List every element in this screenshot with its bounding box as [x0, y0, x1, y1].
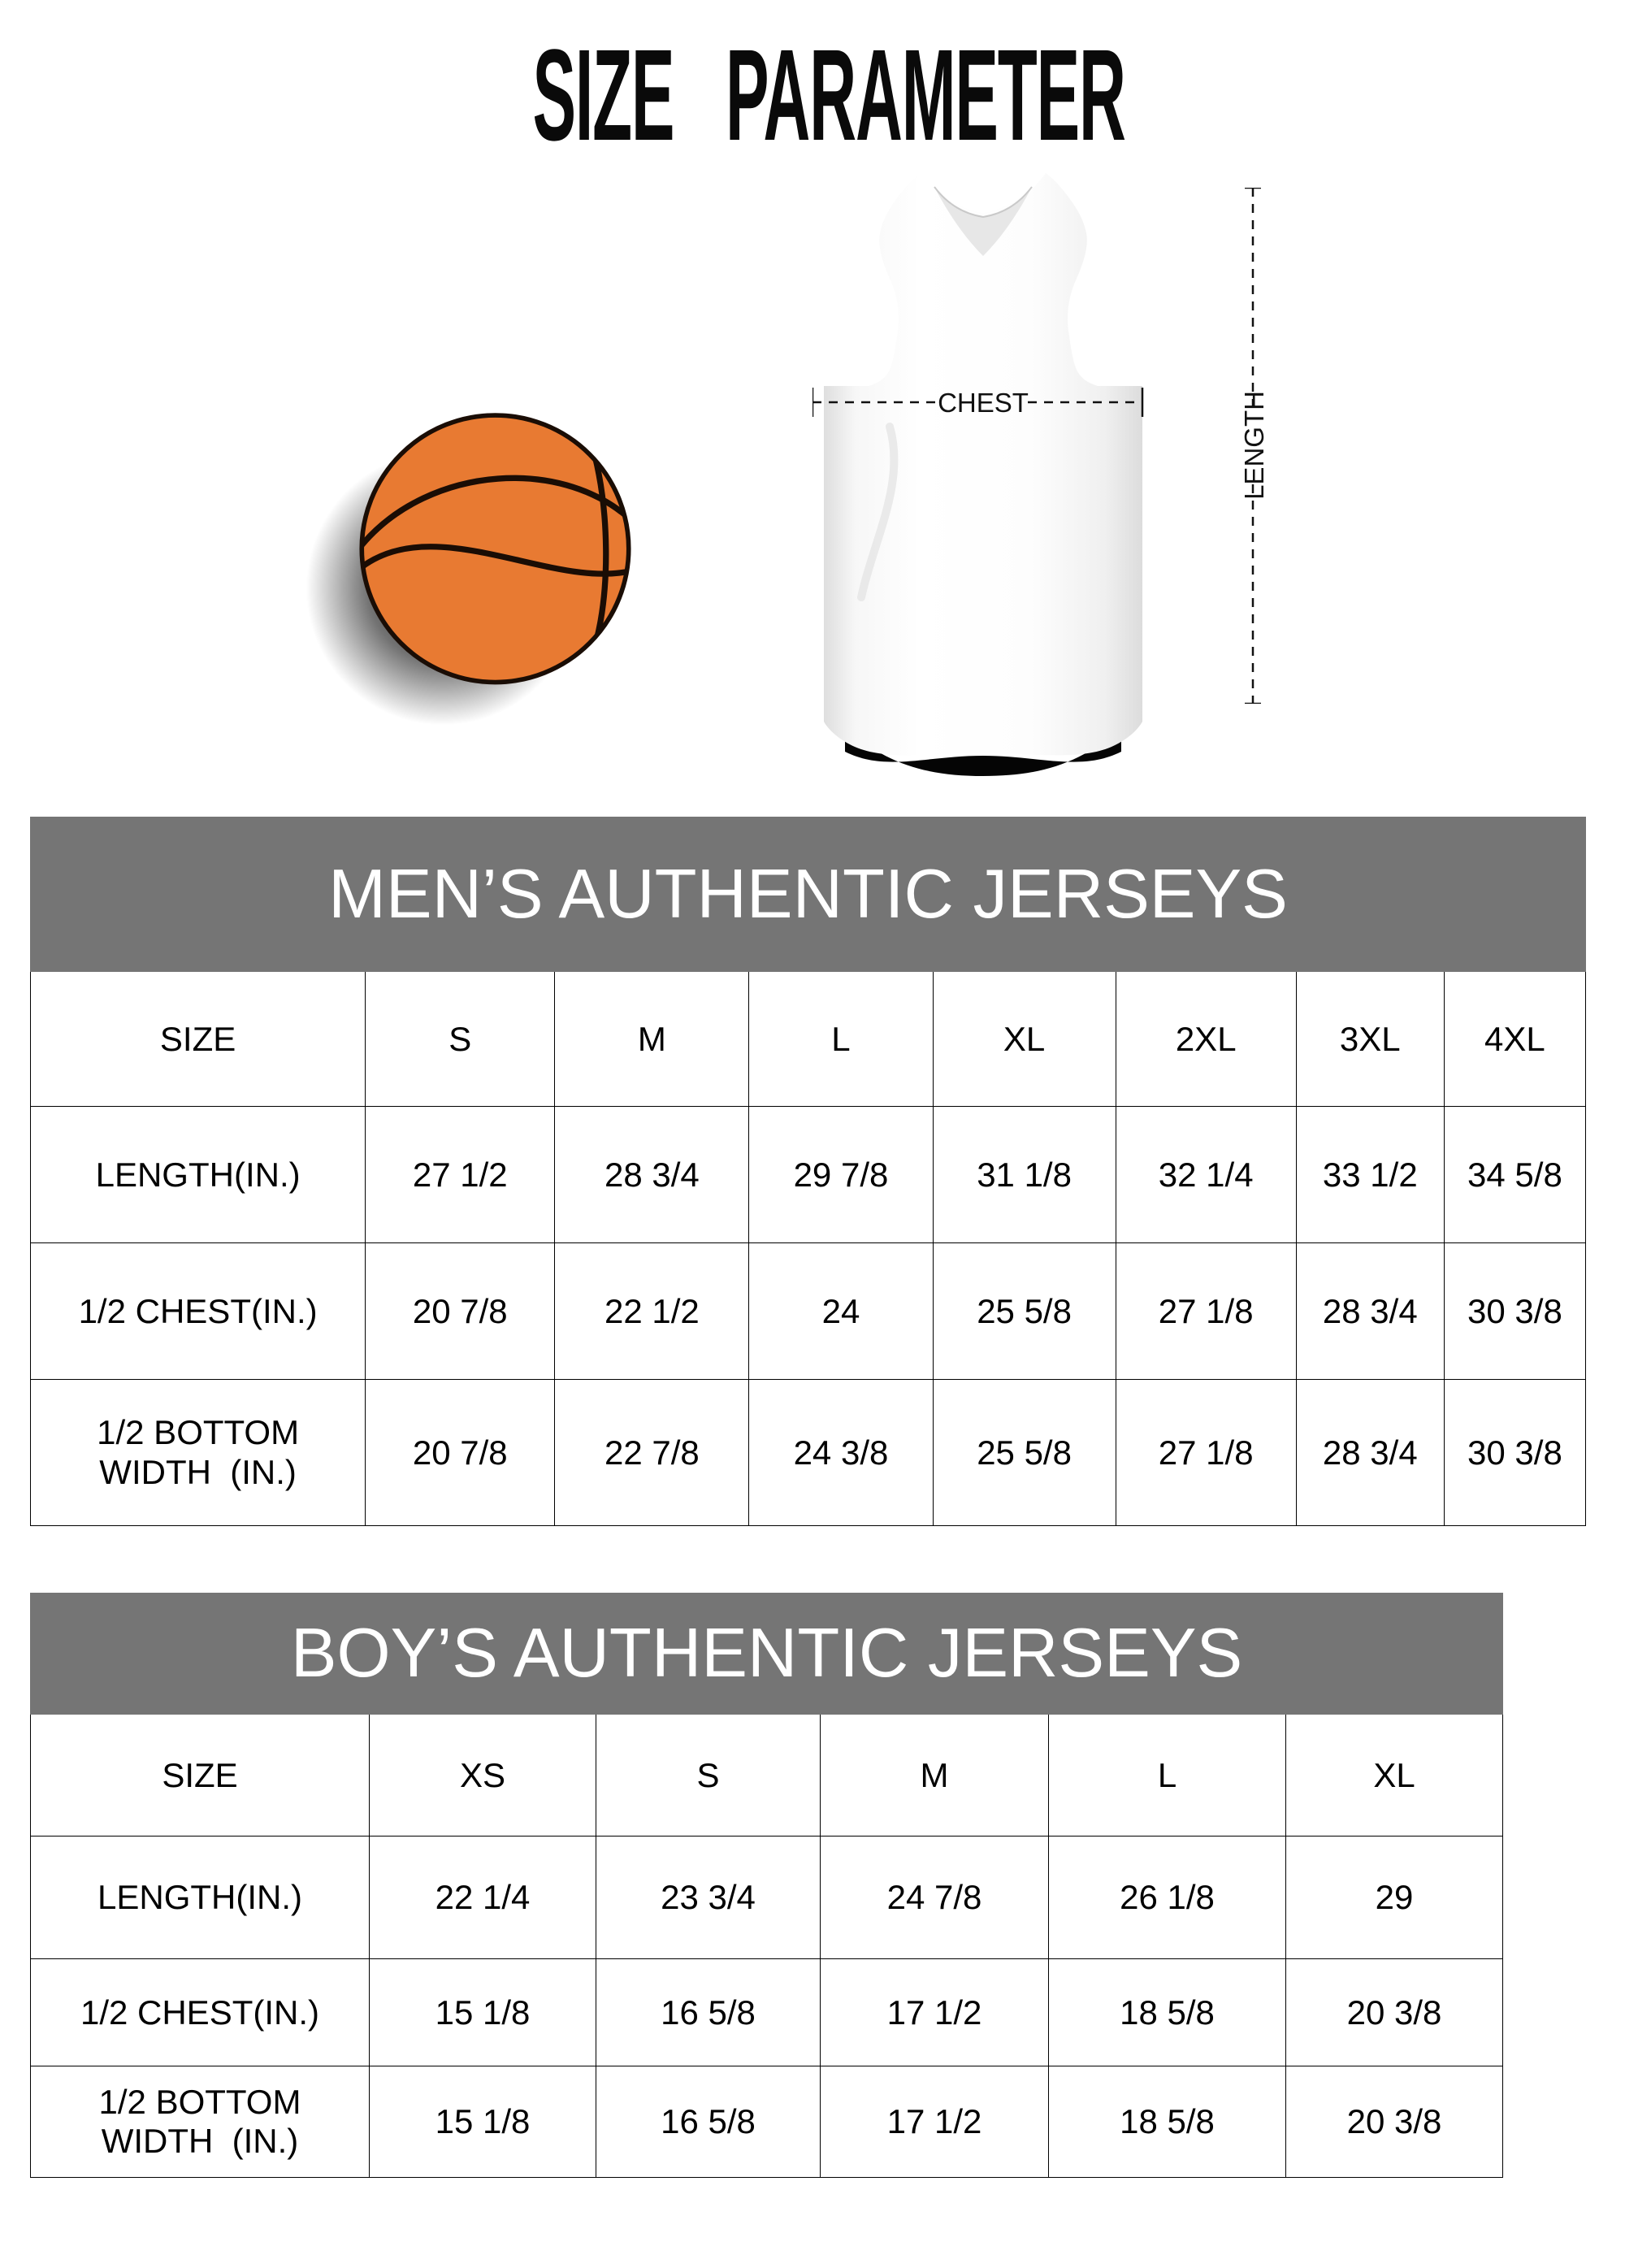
svg-text:LENGTH: LENGTH: [1239, 391, 1269, 500]
svg-text:CHEST: CHEST: [938, 388, 1029, 418]
